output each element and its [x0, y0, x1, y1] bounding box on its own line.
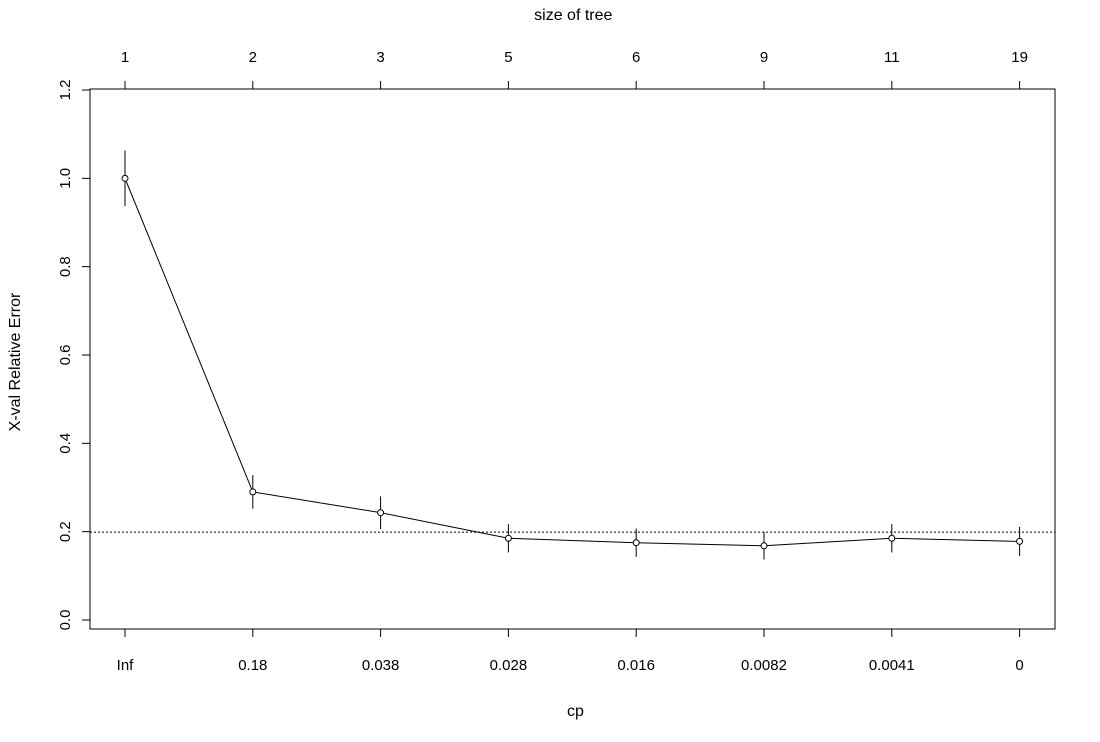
top-tick-label: 3 — [376, 49, 384, 66]
x-tick-label: 0.0082 — [741, 657, 787, 674]
y-tick-label: 0.6 — [57, 345, 74, 366]
series-line — [124, 178, 1020, 547]
data-point — [760, 542, 768, 550]
y-tick-label: 1.2 — [57, 80, 74, 101]
y-tick-label: 0.0 — [57, 610, 74, 631]
data-point — [249, 488, 257, 496]
x-tick-label: 0.18 — [238, 657, 267, 674]
x-axis-title: cp — [567, 703, 584, 720]
data-point — [632, 539, 640, 547]
y-axis-title: X-val Relative Error — [7, 292, 24, 431]
y-axis: 0.0 0.2 0.4 0.6 0.8 1.0 1.2 — [57, 80, 90, 631]
y-tick-label: 1.0 — [57, 168, 74, 189]
x-axis-top: 1 2 3 5 6 9 11 19 — [121, 49, 1028, 89]
x-tick-label: 0 — [1015, 657, 1023, 674]
top-tick-label: 2 — [249, 49, 257, 66]
y-tick-label: 0.4 — [57, 433, 74, 454]
data-point — [377, 509, 385, 517]
top-tick-label: 6 — [632, 49, 640, 66]
x-axis-bottom: Inf 0.18 0.038 0.028 0.016 0.0082 0.0041 0 — [117, 629, 1024, 674]
x-tick-label: Inf — [117, 657, 135, 674]
top-tick-label: 1 — [121, 49, 129, 66]
error-bars — [124, 150, 1021, 560]
data-point — [1016, 537, 1024, 545]
plot-area-frame — [89, 88, 1056, 630]
x-tick-label: 0.038 — [362, 657, 400, 674]
x-tick-label: 0.0041 — [869, 657, 915, 674]
data-point — [121, 174, 129, 182]
y-tick-label: 0.2 — [57, 521, 74, 542]
data-point — [504, 534, 512, 542]
x-tick-label: 0.028 — [490, 657, 528, 674]
x-tick-label: 0.016 — [617, 657, 655, 674]
y-tick-label: 0.8 — [57, 256, 74, 277]
top-tick-label: 5 — [504, 49, 512, 66]
top-tick-label: 11 — [884, 49, 900, 66]
top-axis-title: size of tree — [534, 7, 612, 24]
data-points — [121, 174, 1024, 550]
top-tick-label: 9 — [760, 49, 768, 66]
data-point — [888, 534, 896, 542]
top-tick-label: 19 — [1011, 49, 1028, 66]
